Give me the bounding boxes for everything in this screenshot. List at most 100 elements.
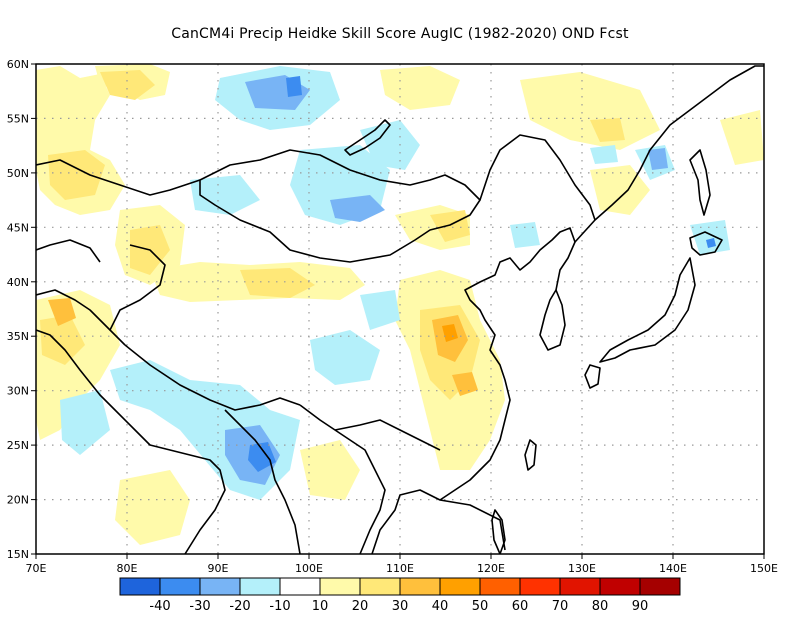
shade-blue	[286, 76, 302, 97]
colorbar-swatch	[359, 577, 401, 596]
lon-label: 130E	[568, 562, 596, 575]
colorbar-label: 70	[552, 599, 569, 614]
colorbar-label: 10	[312, 599, 329, 614]
luzon	[491, 509, 506, 554]
lon-label: 70E	[26, 562, 47, 575]
lake-baikal	[344, 119, 391, 156]
colorbar-swatch	[199, 577, 241, 596]
shade-light-blue	[190, 175, 260, 215]
shade-yellow	[430, 210, 470, 242]
lon-label: 100E	[295, 562, 323, 575]
shade-pale-yellow	[300, 440, 360, 500]
lat-label: 25N	[7, 439, 29, 452]
lat-label: 50N	[7, 167, 29, 180]
colorbar-label: 20	[352, 599, 369, 614]
shade-pale-yellow	[115, 470, 190, 545]
shade-light-blue	[590, 145, 618, 164]
taiwan	[524, 439, 537, 471]
lon-label: 120E	[477, 562, 505, 575]
shade-yellow	[240, 268, 315, 298]
shade-orange	[452, 372, 478, 396]
colorbar-label: -40	[149, 599, 170, 614]
lon-label: 90E	[208, 562, 229, 575]
axis-ticks	[31, 63, 765, 559]
lat-label: 60N	[7, 58, 29, 71]
colorbar-label: 30	[392, 599, 409, 614]
china-northeast-border	[479, 134, 596, 221]
colorbar-label: 40	[432, 599, 449, 614]
shade-light-blue	[60, 390, 110, 455]
coastline-korea	[539, 289, 566, 351]
lon-label: 110E	[386, 562, 414, 575]
colorbar-label: 80	[592, 599, 609, 614]
sakhalin	[689, 149, 711, 216]
shade-deep-orange	[442, 324, 458, 342]
himalaya-border	[124, 344, 301, 411]
mongolia-border	[199, 149, 481, 263]
colorbar-label: -20	[229, 599, 250, 614]
shade-orange	[48, 298, 76, 326]
se-asia-border	[299, 404, 386, 554]
kazakhstan-border	[36, 159, 201, 196]
colorbar-swatch	[439, 577, 481, 596]
colorbar-swatch	[639, 577, 681, 596]
shade-blue	[248, 442, 276, 472]
colorbar-swatch	[279, 577, 321, 596]
china-south-border	[334, 419, 441, 451]
lon-label: 80E	[117, 562, 138, 575]
colorbar-label: -10	[269, 599, 290, 614]
colorbar-swatch	[559, 577, 601, 596]
colorbar-swatch	[479, 577, 521, 596]
shade-mid-blue	[330, 195, 385, 222]
lat-label: 40N	[7, 276, 29, 289]
shade-light-blue	[510, 222, 540, 248]
shade-yellow	[40, 315, 85, 365]
shade-pale-yellow	[720, 110, 764, 165]
lat-label: 35N	[7, 330, 29, 343]
coastline-russia-east	[574, 65, 764, 243]
china-west-border	[109, 244, 166, 346]
shade-yellow	[590, 118, 625, 142]
colorbar-label: 60	[512, 599, 529, 614]
hokkaido	[689, 231, 723, 256]
lat-label: 55N	[7, 112, 29, 125]
lat-labels: 15N 20N 25N 30N 35N 40N 45N 50N 55N 60N	[7, 58, 29, 561]
colorbar-swatch	[159, 577, 201, 596]
lat-label: 45N	[7, 221, 29, 234]
honshu	[599, 257, 696, 363]
lat-label: 20N	[7, 494, 29, 507]
map-title: CanCM4i Precip Heidke Skill Score AugIC …	[171, 26, 629, 42]
myanmar-border	[224, 409, 301, 554]
lat-label: 30N	[7, 385, 29, 398]
coastline-china-east	[439, 227, 576, 501]
shade-pale-yellow	[380, 66, 460, 110]
coastline-east-asia	[371, 489, 506, 554]
lon-label: 150E	[750, 562, 778, 575]
colorbar-swatch	[319, 577, 361, 596]
shade-light-blue	[360, 120, 420, 170]
shade-mid-blue	[648, 148, 668, 170]
colorbar-swatch	[519, 577, 561, 596]
shade-light-blue	[690, 220, 730, 255]
colorbar: -40 -30 -20 -10 10 20 30 40 50 60 70 80 …	[119, 577, 681, 614]
shade-yellow	[100, 70, 155, 100]
colorbar-swatch	[599, 577, 641, 596]
shade-pale-yellow	[520, 72, 660, 150]
central-asia-coast	[36, 239, 101, 263]
colorbar-swatch	[399, 577, 441, 596]
kyushu	[584, 364, 601, 389]
afghanistan-border	[36, 289, 111, 331]
boundary-lines	[36, 65, 764, 554]
shade-yellow	[48, 150, 105, 200]
colorbar-swatch	[239, 577, 281, 596]
shade-blue	[706, 238, 716, 248]
colorbar-label: -30	[189, 599, 210, 614]
shade-light-blue	[310, 330, 380, 385]
graticule	[36, 64, 764, 554]
lon-labels: 70E 80E 90E 100E 110E 120E 130E 140E 150…	[26, 562, 778, 575]
lat-label: 15N	[7, 548, 29, 561]
skill-shading	[36, 64, 764, 545]
shade-light-blue	[360, 290, 400, 330]
india-outline	[36, 329, 226, 554]
